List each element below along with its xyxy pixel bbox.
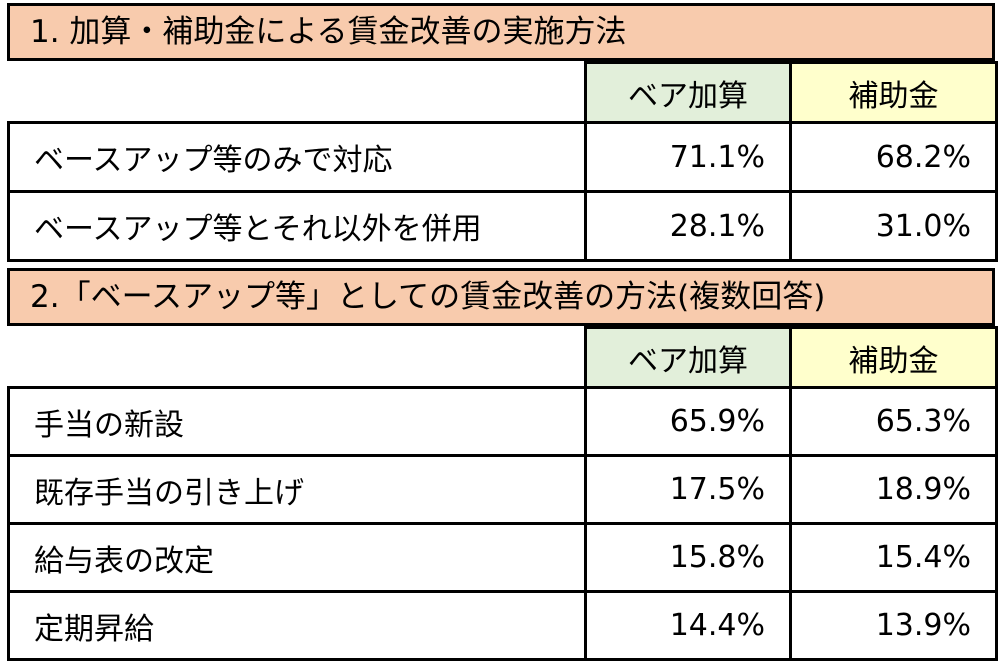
value-bea: 28.1% [584,190,792,262]
value-bea: 65.9% [584,386,792,457]
row-label: 給与表の改定 [7,522,587,593]
table-row: 給与表の改定 15.8% 15.4% [7,522,998,593]
table-row: 定期昇給 14.4% 13.9% [7,590,998,661]
value-subsidy: 31.0% [789,190,998,262]
table-row: ベースアップ等のみで対応 71.1% 68.2% [7,121,998,193]
value-subsidy: 68.2% [789,121,998,193]
value-subsidy: 15.4% [789,522,998,593]
column-header-subsidy: 補助金 [789,326,998,389]
section1-table: ベア加算 補助金 ベースアップ等のみで対応 71.1% 68.2% ベースアップ… [7,61,998,262]
value-bea: 71.1% [584,121,792,193]
value-bea: 15.8% [584,522,792,593]
column-header-subsidy: 補助金 [789,61,998,124]
value-subsidy: 65.3% [789,386,998,457]
row-label: 手当の新設 [7,386,587,457]
section1-title: 1. 加算・補助金による賃金改善の実施方法 [7,3,995,61]
value-bea: 14.4% [584,590,792,661]
column-header-bea: ベア加算 [584,61,792,124]
section1-header-row: ベア加算 補助金 [8,61,998,124]
row-label: ベースアップ等のみで対応 [7,121,587,193]
table-row: 手当の新設 65.9% 65.3% [7,386,998,457]
table-row: 既存手当の引き上げ 17.5% 18.9% [7,454,998,525]
table-row: ベースアップ等とそれ以外を併用 28.1% 31.0% [7,190,998,262]
value-bea: 17.5% [584,454,792,525]
value-subsidy: 13.9% [789,590,998,661]
column-header-bea: ベア加算 [584,326,792,389]
row-label: 既存手当の引き上げ [7,454,587,525]
value-subsidy: 18.9% [789,454,998,525]
row-label: 定期昇給 [7,590,587,661]
row-label: ベースアップ等とそれ以外を併用 [7,190,587,262]
header-blank-cell [8,327,586,389]
section2-title: 2.「ベースアップ等」としての賃金改善の方法(複数回答) [7,268,995,326]
header-blank-cell [8,62,586,124]
section2-table: ベア加算 補助金 手当の新設 65.9% 65.3% 既存手当の引き上げ 17.… [7,326,998,661]
section2-header-row: ベア加算 補助金 [8,326,998,389]
